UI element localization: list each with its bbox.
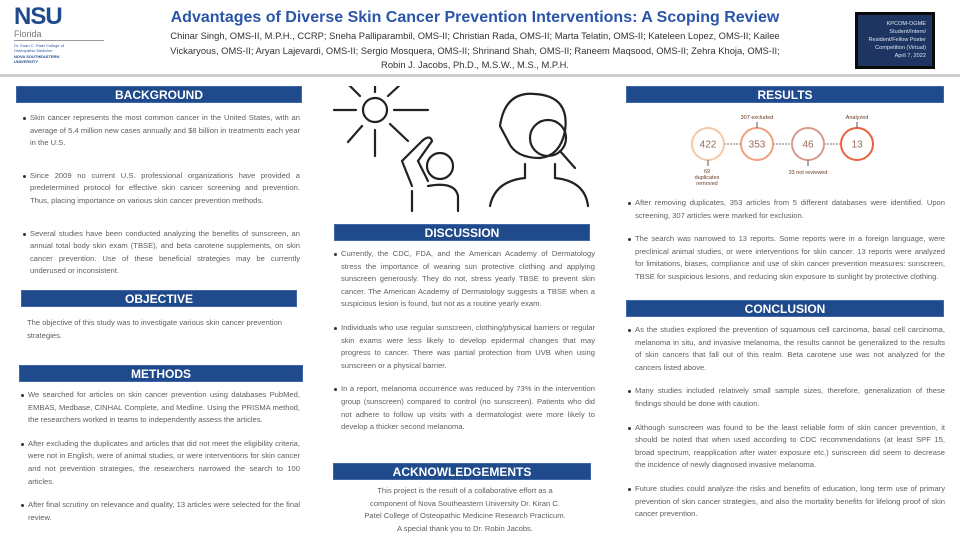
results-heading: RESULTS	[626, 86, 944, 103]
background-section: Skin cancer represents the most common c…	[22, 112, 300, 291]
flow-label: 33 not reviewed	[789, 170, 828, 176]
person-scratching-icon	[400, 136, 460, 213]
results-bullet: After removing duplicates, 353 articles …	[627, 197, 945, 222]
authors-line: Vickaryous, OMS-II; Aryan Lajevardi, OMS…	[170, 44, 780, 56]
badge-line: KPCOM-OGME	[886, 21, 926, 27]
logo-sub: Florida	[14, 29, 104, 41]
ack-line: A special thank you to Dr. Robin Jacobs.	[397, 523, 533, 533]
skin-illustration	[332, 86, 590, 213]
acknowledgements-heading: ACKNOWLEDGEMENTS	[333, 463, 591, 480]
ack-line: component of Nova Southeastern Universit…	[370, 498, 560, 508]
authors: Chinar Singh, OMS-II, M.P.H., CCRP; Sneh…	[100, 29, 850, 73]
objective-heading: OBJECTIVE	[21, 290, 297, 307]
logo-name: NSU	[14, 3, 63, 30]
methods-bullet: After excluding the duplicates and artic…	[20, 438, 300, 488]
badge-line: Student/Intern/	[889, 29, 926, 35]
flow-value: 46	[802, 140, 814, 151]
ack-line: This project is the result of a collabor…	[377, 486, 553, 495]
conclusion-bullet: Although sunscreen was found to be the l…	[627, 422, 945, 472]
face-magnifier-icon	[488, 92, 590, 208]
methods-bullet: We searched for articles on skin cancer …	[20, 389, 300, 427]
flow-value: 353	[749, 140, 766, 151]
discussion-bullet: In a report, melanoma occurrence was red…	[333, 383, 595, 433]
authors-line: Chinar Singh, OMS-II, M.P.H., CCRP; Sneh…	[170, 30, 780, 41]
conclusion-bullet: Many studies included relatively small s…	[627, 385, 945, 410]
discussion-bullet: Individuals who use regular sunscreen, c…	[333, 322, 595, 372]
authors-line: Robin J. Jacobs, Ph.D., M.S.W., M.S., M.…	[381, 59, 569, 70]
poster-title: Advantages of Diverse Skin Cancer Preven…	[170, 9, 780, 26]
results-section: After removing duplicates, 353 articles …	[627, 197, 945, 297]
sun-icon	[332, 86, 430, 158]
competition-badge: KPCOM-OGME Student/Intern/ Resident/Fell…	[855, 12, 935, 69]
discussion-heading: DISCUSSION	[334, 224, 590, 241]
logo-college: Dr. Kiran C. Patel College of Osteopathi…	[14, 43, 65, 53]
acknowledgements-text: This project is the result of a collabor…	[325, 485, 605, 535]
discussion-section: Currently, the CDC, FDA, and the America…	[333, 248, 595, 447]
flow-label: 307 excluded	[741, 115, 774, 121]
nsu-logo: NSU Florida Dr. Kiran C. Patel College o…	[14, 5, 104, 64]
conclusion-section: As the studies explored the prevention o…	[627, 324, 945, 534]
flow-label: removed	[696, 181, 717, 187]
flow-label: duplicates	[695, 175, 720, 181]
background-bullet: Since 2009 no current U.S. professional …	[22, 170, 300, 208]
badge-line: April 7, 2022	[894, 53, 926, 59]
flow-label: 69	[704, 169, 710, 175]
flow-value: 13	[851, 140, 863, 151]
header-divider	[0, 74, 960, 77]
background-bullet: Several studies have been conducted anal…	[22, 228, 300, 278]
methods-heading: METHODS	[19, 365, 303, 382]
conclusion-bullet: As the studies explored the prevention o…	[627, 324, 945, 374]
flow-value: 422	[700, 140, 717, 151]
objective-text: The objective of this study was to inves…	[27, 318, 282, 340]
flow-label: Analyzed	[846, 115, 869, 121]
badge-line: Resident/Fellow Poster	[868, 37, 926, 43]
discussion-bullet: Currently, the CDC, FDA, and the America…	[333, 248, 595, 311]
methods-section: We searched for articles on skin cancer …	[20, 389, 300, 537]
background-bullet: Skin cancer represents the most common c…	[22, 112, 300, 150]
badge-line: Competition (Virtual)	[875, 45, 926, 51]
conclusion-heading: CONCLUSION	[626, 300, 944, 317]
conclusion-bullet: Future studies could analyze the risks a…	[627, 483, 945, 521]
background-heading: BACKGROUND	[16, 86, 302, 103]
methods-bullet: After final scrutiny on relevance and qu…	[20, 499, 300, 524]
ack-line: Patel College of Osteopathic Medicine Re…	[364, 511, 566, 521]
logo-university: NOVA SOUTHEASTERN UNIVERSITY	[14, 54, 60, 64]
results-bullet: The search was narrowed to 13 reports. S…	[627, 233, 945, 283]
